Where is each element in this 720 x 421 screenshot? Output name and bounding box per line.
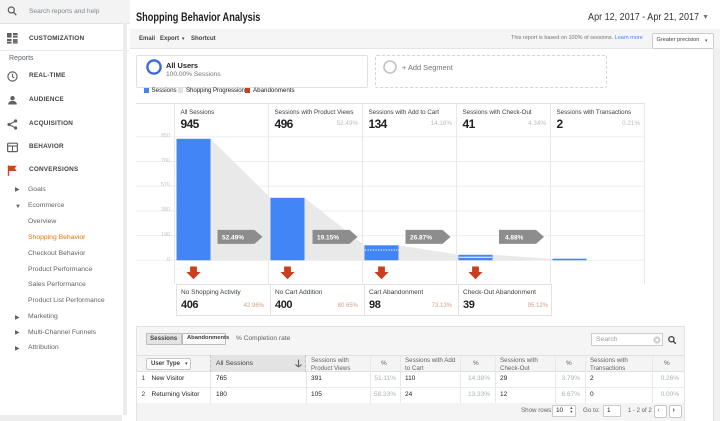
svg-text:4.88%: 4.88% xyxy=(505,234,524,241)
svg-text:26.87%: 26.87% xyxy=(410,234,432,241)
svg-text:52.49%: 52.49% xyxy=(222,234,244,241)
svg-text:19.15%: 19.15% xyxy=(317,234,339,241)
